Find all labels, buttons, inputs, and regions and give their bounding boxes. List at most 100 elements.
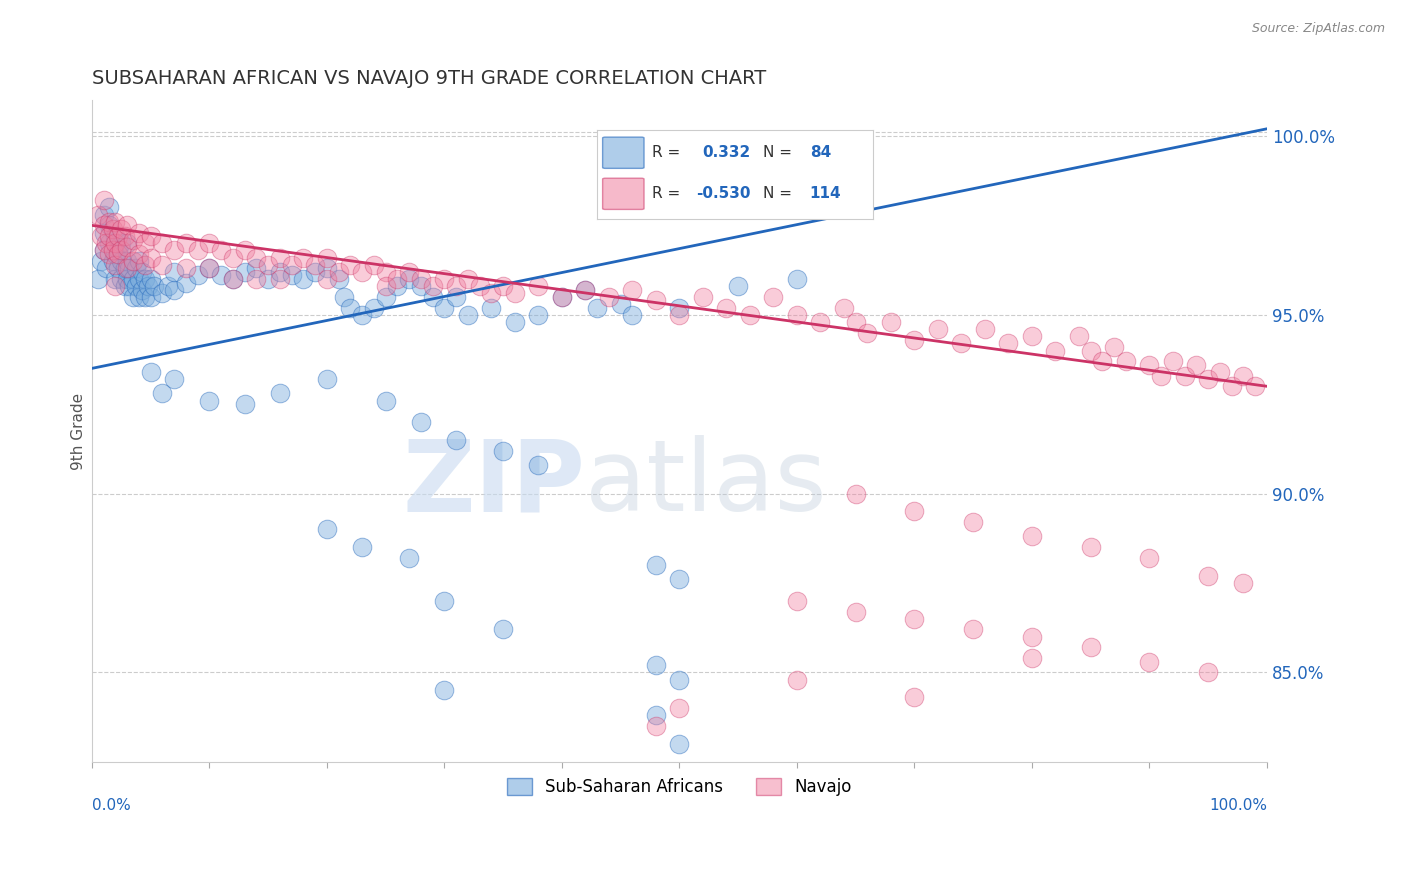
Point xyxy=(198,393,221,408)
Point xyxy=(315,261,337,276)
Point xyxy=(222,272,245,286)
Point xyxy=(433,594,456,608)
Point xyxy=(209,244,232,258)
Point xyxy=(727,279,749,293)
Point xyxy=(128,247,150,261)
Point xyxy=(503,315,526,329)
Point xyxy=(104,247,127,261)
Point xyxy=(128,254,150,268)
Point xyxy=(122,272,145,286)
Point xyxy=(198,261,221,276)
Point xyxy=(352,540,374,554)
Point xyxy=(1197,569,1219,583)
Point xyxy=(903,504,925,518)
Point xyxy=(118,279,141,293)
Point xyxy=(880,315,903,329)
Point xyxy=(1021,329,1043,343)
Point xyxy=(492,623,515,637)
Point xyxy=(115,240,138,254)
Point xyxy=(492,279,515,293)
Point xyxy=(574,283,596,297)
Point xyxy=(134,290,156,304)
Point xyxy=(927,322,949,336)
Point xyxy=(433,683,456,698)
Point xyxy=(973,322,995,336)
Point xyxy=(104,279,127,293)
Point xyxy=(398,265,420,279)
Point xyxy=(668,308,690,322)
Point xyxy=(115,272,138,286)
Point xyxy=(107,244,129,258)
Point xyxy=(668,573,690,587)
Point xyxy=(110,236,132,251)
Point xyxy=(139,290,162,304)
Point xyxy=(856,326,879,340)
Point xyxy=(163,265,186,279)
Point xyxy=(950,336,973,351)
Point xyxy=(150,386,173,401)
Point xyxy=(621,308,644,322)
Point xyxy=(1080,540,1102,554)
Point xyxy=(374,393,396,408)
Point xyxy=(492,443,515,458)
Point xyxy=(339,258,361,272)
Point xyxy=(352,308,374,322)
Point xyxy=(1067,329,1090,343)
Point xyxy=(86,208,108,222)
Point xyxy=(98,215,121,229)
Point xyxy=(962,623,984,637)
Point xyxy=(139,365,162,379)
Point xyxy=(374,279,396,293)
Point xyxy=(1209,365,1232,379)
Point xyxy=(398,272,420,286)
Point xyxy=(122,254,145,268)
Point xyxy=(409,279,432,293)
Point xyxy=(174,261,197,276)
Point xyxy=(786,272,808,286)
Point xyxy=(104,215,127,229)
Point xyxy=(104,272,127,286)
Point xyxy=(845,605,868,619)
Point xyxy=(1220,379,1243,393)
Point xyxy=(762,290,785,304)
Point xyxy=(644,558,666,573)
Point xyxy=(1232,576,1254,591)
Point xyxy=(187,244,209,258)
Text: 100.0%: 100.0% xyxy=(1209,798,1267,814)
Point xyxy=(150,236,173,251)
Point xyxy=(101,222,124,236)
Point xyxy=(134,258,156,272)
Point xyxy=(94,236,117,251)
Point xyxy=(808,315,831,329)
Point xyxy=(136,279,159,293)
Point xyxy=(93,244,115,258)
Point xyxy=(598,290,620,304)
Point xyxy=(352,265,374,279)
Point xyxy=(374,265,396,279)
Point xyxy=(114,279,136,293)
Point xyxy=(198,236,221,251)
Point xyxy=(845,315,868,329)
Point xyxy=(163,372,186,386)
Point xyxy=(98,247,121,261)
Point xyxy=(527,279,550,293)
Point xyxy=(98,236,121,251)
Point xyxy=(110,272,132,286)
Point xyxy=(1185,358,1208,372)
Point xyxy=(93,219,115,233)
Point xyxy=(1137,655,1160,669)
Point xyxy=(93,208,115,222)
Point xyxy=(1232,368,1254,383)
Point xyxy=(668,701,690,715)
Point xyxy=(115,236,138,251)
Point xyxy=(962,515,984,529)
Point xyxy=(233,397,256,411)
Point xyxy=(128,290,150,304)
Point xyxy=(233,265,256,279)
Point xyxy=(245,272,267,286)
Legend: Sub-Saharan Africans, Navajo: Sub-Saharan Africans, Navajo xyxy=(501,772,859,803)
Point xyxy=(422,279,444,293)
Point xyxy=(93,194,115,208)
Point xyxy=(110,254,132,268)
Point xyxy=(104,229,127,244)
